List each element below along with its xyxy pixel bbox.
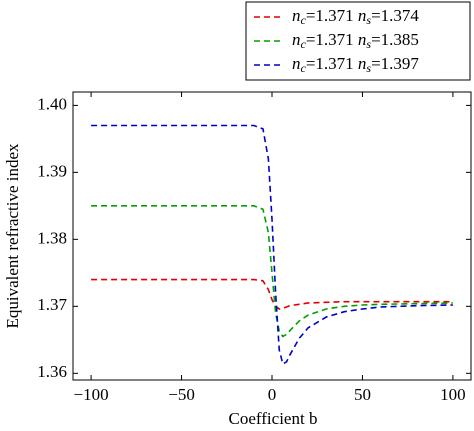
x-tick-label: 50 <box>354 385 371 404</box>
x-tick-label: −100 <box>74 385 109 404</box>
legend-box <box>245 1 471 81</box>
y-tick-label: 1.36 <box>37 362 67 381</box>
x-tick-label: 0 <box>268 385 277 404</box>
legend-label: nc=1.371 ns=1.374 <box>292 6 419 27</box>
legend-label: nc=1.371 ns=1.397 <box>292 54 419 75</box>
plot-frame <box>72 91 472 381</box>
y-tick-label: 1.37 <box>37 295 67 314</box>
x-axis-label: Coefficient b <box>229 409 318 428</box>
series-line <box>91 124 453 366</box>
y-tick-label: 1.38 <box>37 228 67 247</box>
y-tick-label: 1.39 <box>37 161 67 180</box>
y-tick-label: 1.40 <box>37 94 67 113</box>
x-tick-label: −50 <box>168 385 195 404</box>
series-line <box>91 205 453 338</box>
x-tick-label: 100 <box>440 385 466 404</box>
legend-label: nc=1.371 ns=1.385 <box>292 30 419 51</box>
y-axis-label: Equivalent refractive index <box>3 143 22 329</box>
series-line <box>91 278 453 310</box>
